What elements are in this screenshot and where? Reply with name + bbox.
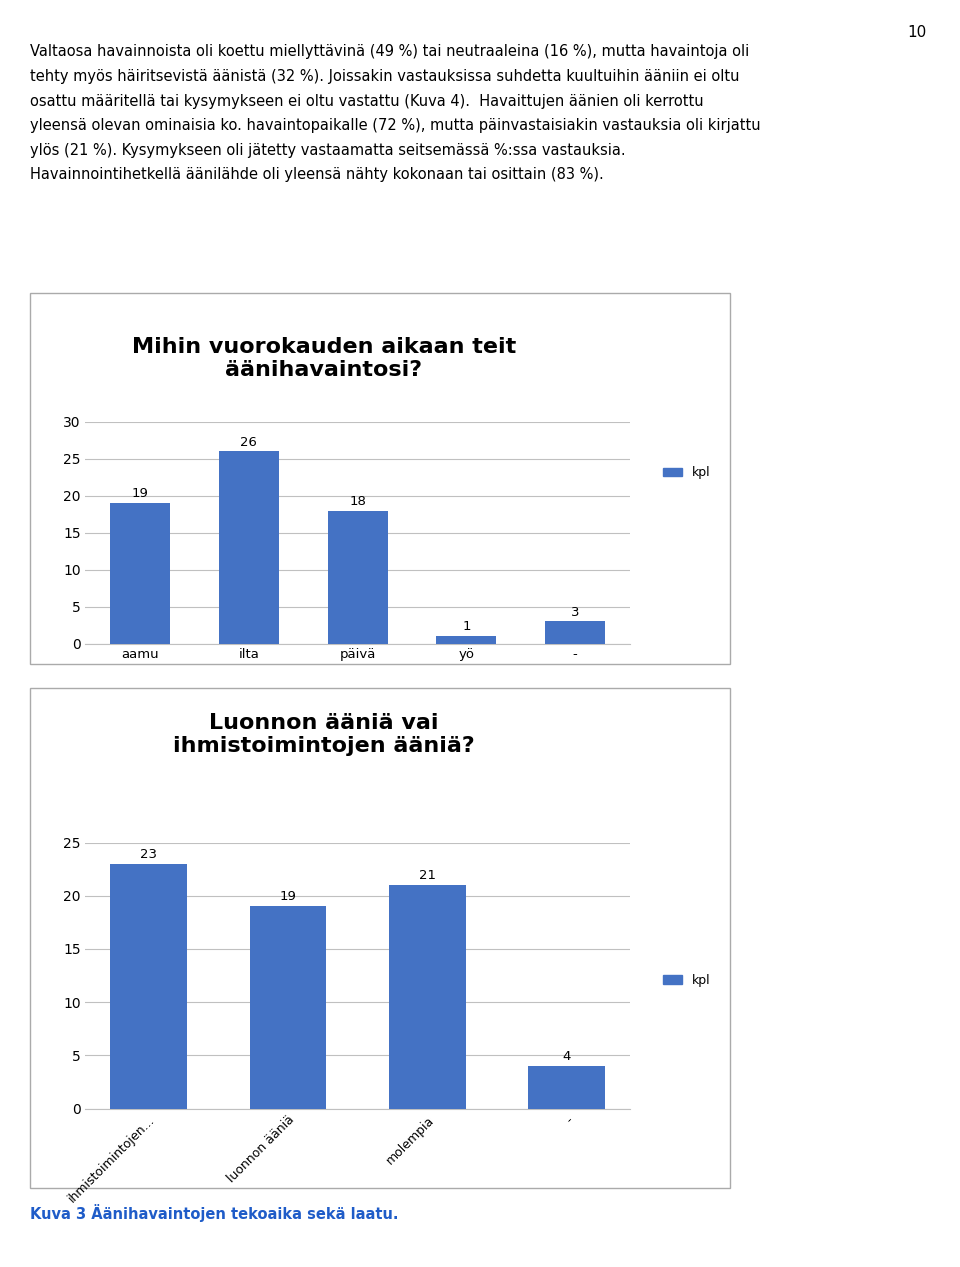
Bar — [437, 636, 496, 644]
Bar — [389, 886, 466, 1109]
Text: 3: 3 — [571, 606, 580, 618]
Bar — [110, 864, 187, 1109]
Bar — [250, 906, 326, 1109]
Bar — [528, 1066, 605, 1109]
Text: 21: 21 — [419, 869, 436, 882]
Text: 1: 1 — [462, 621, 470, 634]
Text: Luonnon ääniä vai
ihmistoimintojen ääniä?: Luonnon ääniä vai ihmistoimintojen ääniä… — [173, 713, 474, 756]
Bar — [219, 451, 278, 644]
Text: 26: 26 — [240, 436, 257, 449]
Text: 19: 19 — [279, 891, 297, 903]
Text: 4: 4 — [563, 1050, 571, 1063]
Text: Kuva 3 Äänihavaintojen tekoaika sekä laatu.: Kuva 3 Äänihavaintojen tekoaika sekä laa… — [30, 1204, 398, 1221]
Legend: kpl: kpl — [658, 968, 715, 992]
Text: 10: 10 — [907, 25, 926, 41]
Text: Mihin vuorokauden aikaan teit
äänihavaintosi?: Mihin vuorokauden aikaan teit äänihavain… — [132, 337, 516, 380]
Text: 23: 23 — [140, 848, 157, 860]
Text: 18: 18 — [349, 494, 366, 508]
Legend: kpl: kpl — [658, 461, 715, 484]
Bar — [110, 503, 170, 644]
Bar — [327, 511, 388, 644]
Text: 19: 19 — [132, 488, 149, 500]
Bar — [545, 621, 605, 644]
Text: Valtaosa havainnoista oli koettu miellyttävinä (49 %) tai neutraaleina (16 %), m: Valtaosa havainnoista oli koettu miellyt… — [30, 44, 760, 182]
